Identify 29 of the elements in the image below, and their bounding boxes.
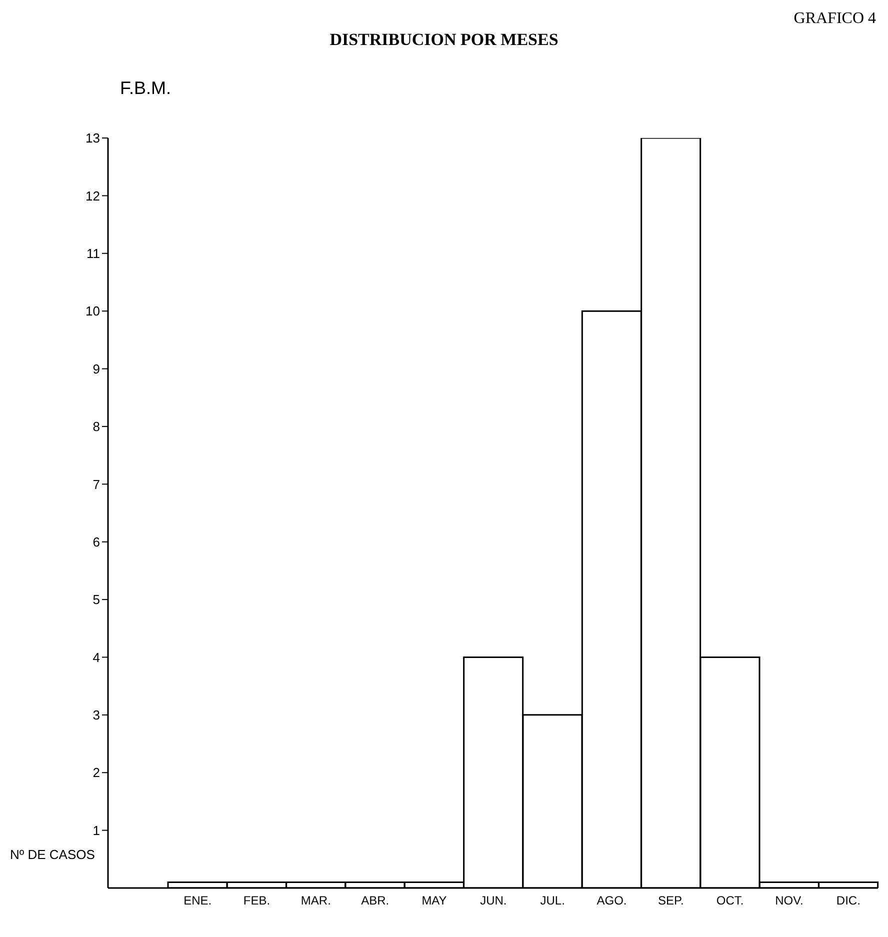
x-tick-label: ABR. (361, 894, 390, 908)
y-tick-label: 5 (92, 592, 100, 608)
y-tick-label: 12 (86, 188, 100, 204)
x-tick-label: JUL. (540, 894, 565, 908)
y-tick-label: 8 (92, 419, 100, 434)
x-tick-label: MAR. (300, 894, 331, 908)
x-tick-label: MAY (422, 894, 447, 908)
y-tick-label: 10 (86, 304, 100, 319)
x-tick-label: OCT. (716, 894, 744, 908)
y-tick-label: 9 (92, 361, 100, 376)
y-tick-label: 6 (92, 534, 100, 550)
y-tick-label: 3 (92, 708, 100, 723)
text: GRAFICO 4 (794, 10, 876, 28)
y-tick-label: 7 (92, 476, 100, 492)
x-tick-label: FEB. (243, 894, 270, 908)
x-tick-label: JUN. (480, 894, 507, 908)
y-tick-label: 4 (92, 650, 100, 665)
chart-title: DISTRIBUCION POR MESES (328, 30, 560, 50)
y-tick-label: 1 (92, 822, 100, 838)
y-tick-label: 2 (92, 765, 100, 780)
chart-subtitle: F.B.M. (120, 78, 172, 99)
x-tick-label: DIC. (836, 894, 860, 908)
x-tick-label: SEP. (658, 894, 684, 908)
y-tick-label: 13 (86, 130, 100, 146)
x-tick-label: NOV. (775, 894, 804, 908)
x-tick-label: ENE. (184, 894, 212, 908)
y-axis-title: Nº DE CASOS (10, 847, 96, 862)
y-tick-label: 11 (86, 246, 100, 261)
x-tick-label: AGO. (596, 894, 627, 908)
